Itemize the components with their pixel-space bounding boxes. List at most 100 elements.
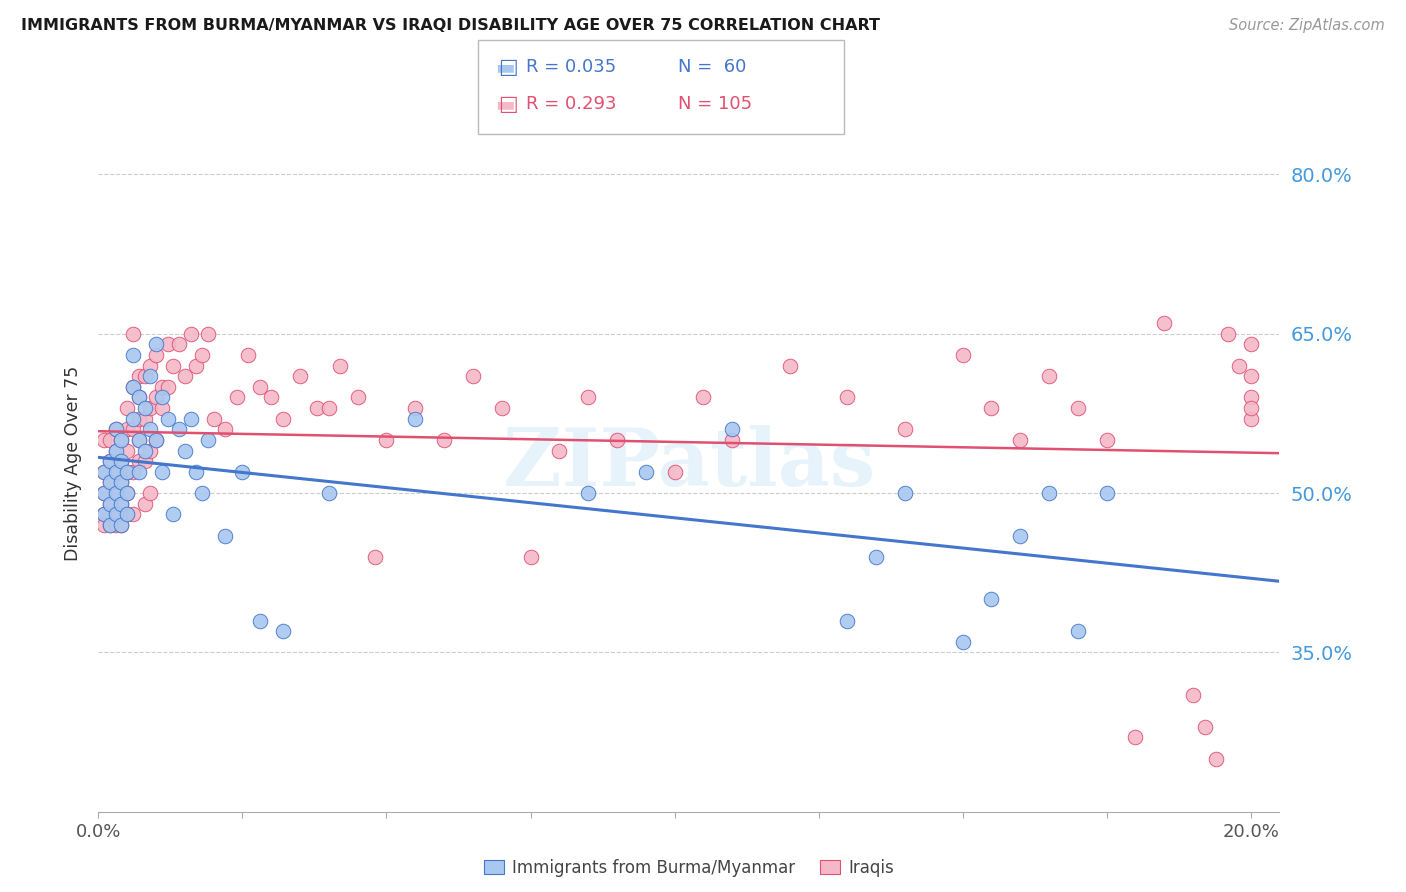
Point [364,549,387,564]
Point [156,411,179,425]
Point [1010,528,1032,542]
Point [634,465,657,479]
Point [491,401,513,415]
Point [721,433,744,447]
Point [145,433,167,447]
Point [115,422,138,436]
Point [980,592,1002,607]
Point [519,549,541,564]
Point [122,380,145,394]
Point [1153,316,1175,330]
Point [186,359,208,373]
Point [346,391,368,405]
Point [93,465,115,479]
Point [197,433,219,447]
Point [404,411,426,425]
Text: N = 105: N = 105 [678,95,752,113]
Point [110,433,132,447]
Point [260,391,283,405]
Point [156,337,179,351]
Point [837,614,859,628]
Text: N =  60: N = 60 [678,58,747,76]
Point [139,422,162,436]
Point [128,465,150,479]
Point [115,508,138,522]
Point [461,369,484,384]
Point [167,337,190,351]
Point [191,348,214,362]
Point [110,517,132,532]
Point [115,486,138,500]
Point [122,465,145,479]
Point [779,359,801,373]
Point [1216,326,1239,341]
Point [139,443,162,458]
Point [139,401,162,415]
Point [162,359,184,373]
Point [110,433,132,447]
Point [180,326,202,341]
Legend: Immigrants from Burma/Myanmar, Iraqis: Immigrants from Burma/Myanmar, Iraqis [477,852,901,883]
Point [110,475,132,490]
Point [104,443,127,458]
Text: R = 0.293: R = 0.293 [526,95,616,113]
Point [173,369,195,384]
Point [110,475,132,490]
Point [288,369,311,384]
Point [128,391,150,405]
Point [329,359,352,373]
Point [1205,751,1227,765]
Point [606,433,628,447]
Point [173,443,195,458]
Point [110,517,132,532]
Point [1095,486,1118,500]
Point [128,369,150,384]
Point [134,443,156,458]
Point [1240,369,1263,384]
Point [202,411,225,425]
Point [98,433,121,447]
Point [98,454,121,468]
Point [115,508,138,522]
Point [145,337,167,351]
Point [104,508,127,522]
Point [104,486,127,500]
Point [231,465,253,479]
Text: ▬: ▬ [495,95,515,114]
Point [318,486,340,500]
Y-axis label: Disability Age Over 75: Disability Age Over 75 [65,367,83,561]
Text: R = 0.035: R = 0.035 [526,58,616,76]
Point [318,401,340,415]
Point [307,401,329,415]
Text: IMMIGRANTS FROM BURMA/MYANMAR VS IRAQI DISABILITY AGE OVER 75 CORRELATION CHART: IMMIGRANTS FROM BURMA/MYANMAR VS IRAQI D… [21,18,880,33]
Point [375,433,398,447]
Point [110,454,132,468]
Point [122,348,145,362]
Point [110,497,132,511]
Point [1240,401,1263,415]
Point [1067,624,1090,639]
Point [837,391,859,405]
Point [145,433,167,447]
Point [150,380,173,394]
Point [191,486,214,500]
Point [214,528,236,542]
Point [128,433,150,447]
Point [1227,359,1250,373]
Point [122,411,145,425]
Point [93,486,115,500]
Point [110,454,132,468]
Point [134,411,156,425]
Point [98,517,121,532]
Point [104,486,127,500]
Point [162,508,184,522]
Point [894,422,917,436]
Point [122,326,145,341]
Point [576,486,599,500]
Point [98,517,121,532]
Point [1125,731,1147,745]
Point [271,624,294,639]
Point [93,508,115,522]
Point [145,391,167,405]
Text: ZIPatlas: ZIPatlas [503,425,875,503]
